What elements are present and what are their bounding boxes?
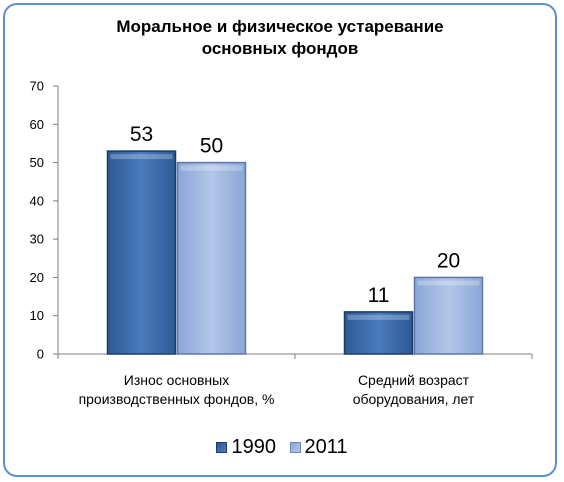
bar-1990-cat1 — [106, 150, 177, 355]
category-label-line: Средний возраст — [358, 372, 470, 388]
y-tick-label: 30 — [30, 232, 44, 247]
legend: 1990 2011 — [0, 436, 564, 459]
legend-swatch-2011 — [289, 442, 301, 453]
bar-2011-cat1 — [176, 161, 247, 355]
category-label-line: оборудования, лет — [353, 391, 475, 407]
y-tick-label: 60 — [30, 117, 44, 132]
bar-highlight — [110, 154, 173, 160]
data-label-1990-cat1: 53 — [130, 123, 153, 146]
bar-1990-cat2 — [343, 311, 414, 355]
y-tick-label: 70 — [30, 79, 44, 94]
y-tick-label: 50 — [30, 155, 44, 170]
legend-label-1990: 1990 — [231, 436, 276, 458]
y-tick-label: 20 — [30, 270, 44, 285]
category-label-line: производственных фондов, % — [79, 391, 275, 407]
chart-title: Моральное и физическое устаревание основ… — [60, 16, 500, 60]
bar-highlight — [417, 280, 480, 286]
data-label-1990-cat2: 11 — [368, 284, 390, 307]
y-tick-label: 10 — [30, 308, 44, 323]
legend-label-2011: 2011 — [304, 436, 348, 458]
legend-swatch-1990 — [216, 442, 228, 453]
legend-item-2011: 2011 — [289, 436, 348, 459]
bar-highlight — [347, 314, 410, 320]
category-label-line: Износ основных — [124, 372, 229, 388]
chart-title-line-2: основных фондов — [201, 39, 359, 58]
chart-frame — [3, 3, 557, 477]
legend-item-1990: 1990 — [216, 436, 276, 459]
chart-title-line-1: Моральное и физическое устаревание — [116, 17, 444, 36]
y-tick-label: 0 — [37, 347, 44, 362]
data-label-2011-cat1: 50 — [200, 135, 223, 158]
data-label-2011-cat2: 20 — [437, 249, 460, 272]
y-tick-label: 40 — [30, 193, 44, 208]
bar-2011-cat2 — [413, 276, 484, 355]
bar-highlight — [180, 165, 243, 171]
